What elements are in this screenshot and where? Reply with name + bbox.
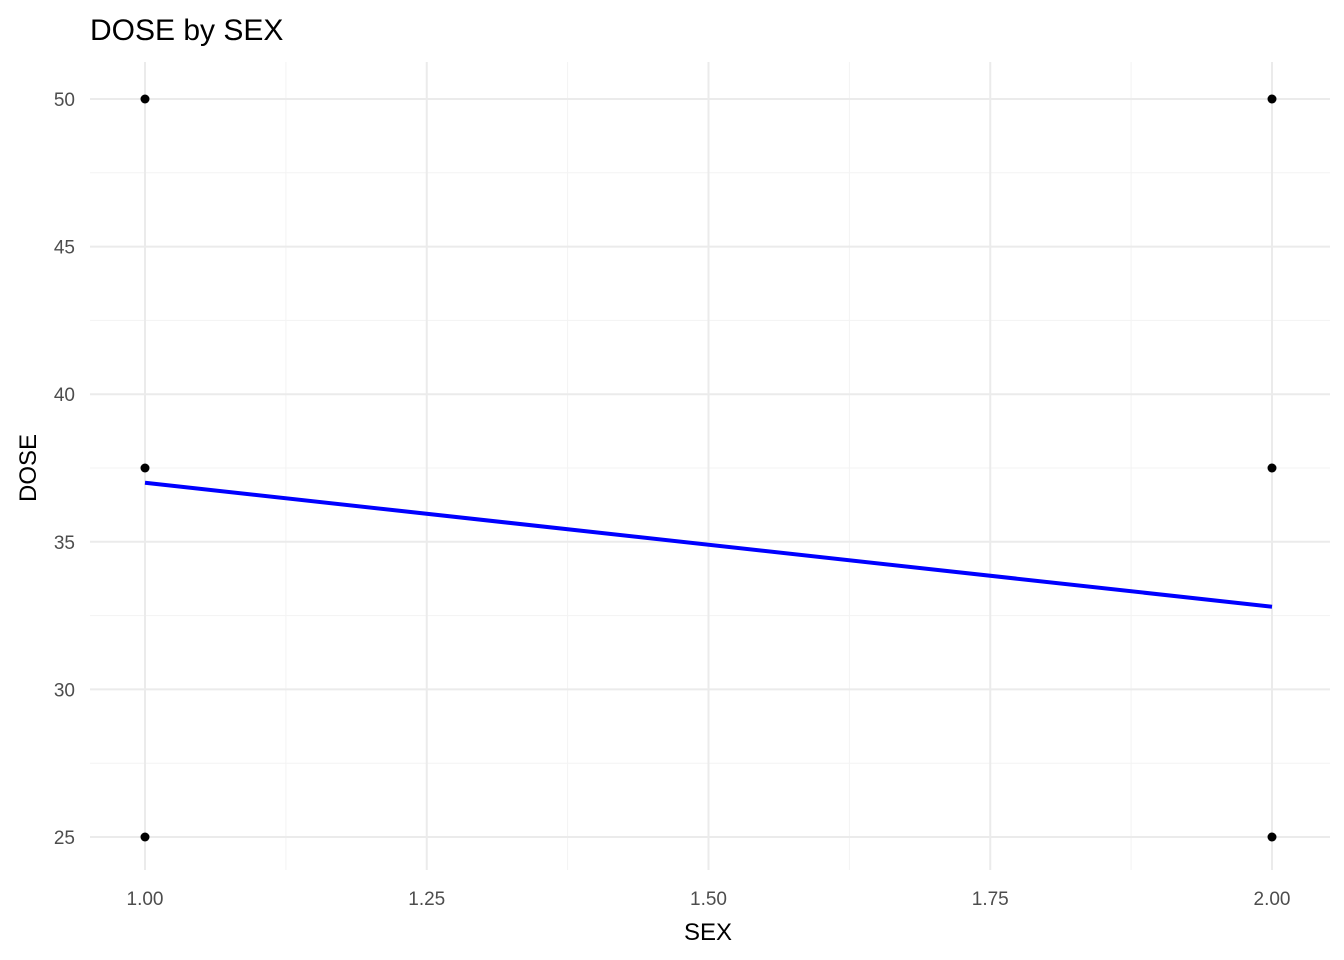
y-tick-label: 30 <box>54 680 75 701</box>
data-point <box>140 463 150 473</box>
chart-title: DOSE by SEX <box>90 14 283 47</box>
trend-line <box>144 480 1273 609</box>
y-tick-label: 35 <box>54 533 75 554</box>
trend-line-layer <box>144 480 1273 609</box>
grid <box>90 62 1330 870</box>
x-tick-label: 1.00 <box>127 889 164 910</box>
data-point <box>1267 832 1277 842</box>
points-layer <box>140 94 1277 842</box>
data-point <box>1267 463 1277 473</box>
y-axis-title: DOSE <box>15 434 42 502</box>
y-tick-label: 25 <box>54 828 75 849</box>
y-tick-label: 45 <box>54 238 75 259</box>
x-tick-label: 1.25 <box>408 889 445 910</box>
x-axis-title: SEX <box>684 919 732 946</box>
y-tick-label: 40 <box>54 385 75 406</box>
data-point <box>140 94 150 104</box>
y-axis-ticks: 25 30 35 40 45 50 <box>54 90 75 849</box>
data-point <box>140 832 150 842</box>
x-axis-ticks: 1.00 1.25 1.50 1.75 2.00 <box>127 889 1291 910</box>
x-tick-label: 1.75 <box>972 889 1009 910</box>
data-point <box>1267 94 1277 104</box>
y-tick-label: 50 <box>54 90 75 111</box>
x-tick-label: 1.50 <box>690 889 727 910</box>
x-tick-label: 2.00 <box>1254 889 1291 910</box>
